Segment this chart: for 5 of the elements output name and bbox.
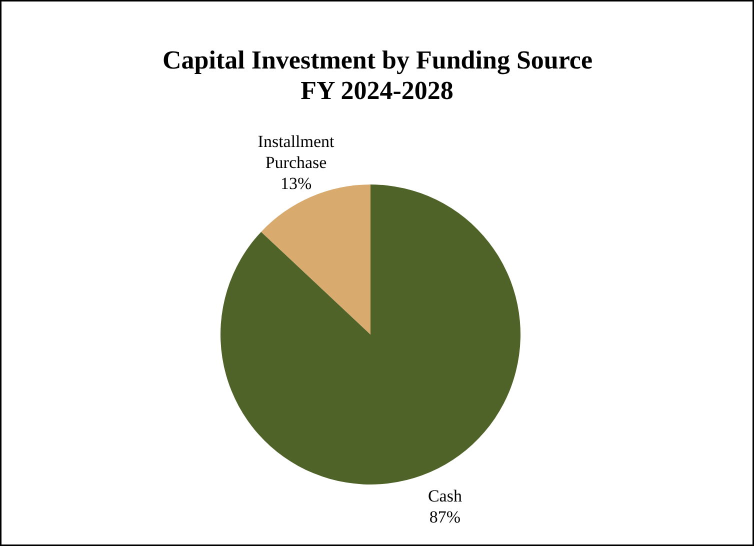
slice-label: Cash: [428, 486, 462, 506]
data-label: 13%: [280, 174, 312, 193]
slice-label: Installment Purchase: [258, 132, 335, 172]
chart-title: Capital Investment by Funding Source FY 2024-2028: [162, 46, 593, 105]
data-label: 87%: [429, 508, 461, 527]
